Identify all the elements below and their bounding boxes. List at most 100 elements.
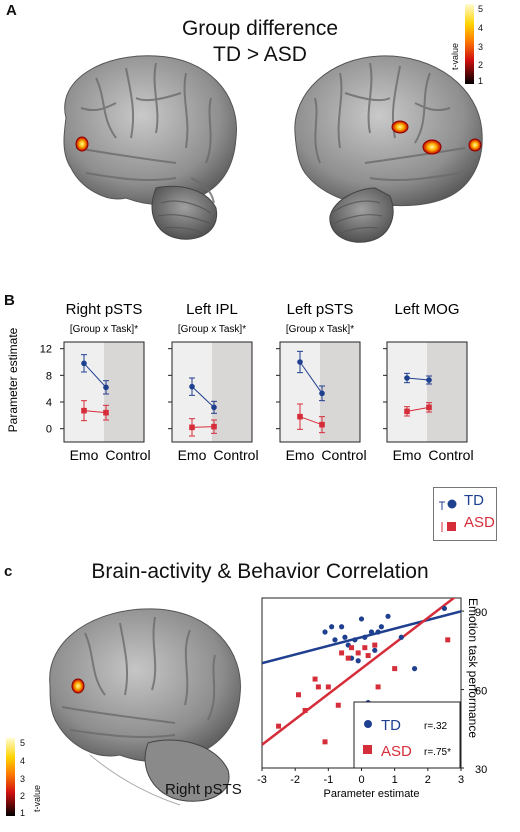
td-scatter-point <box>342 634 348 640</box>
colorbar-a-tick: 3 <box>478 42 484 52</box>
x-tick-label: -1 <box>323 774 333 786</box>
plot-frame <box>386 341 468 443</box>
scatter-legend: TD r=.32 ASD r=.75* <box>353 701 461 769</box>
x-tick-label: 0 <box>358 774 364 786</box>
plot-frame <box>279 341 361 443</box>
x-tick-control: Control <box>321 447 366 463</box>
asd-series-line <box>83 410 107 414</box>
td-series-line <box>299 361 323 394</box>
panel-c-title: Brain-activity & Behavior Correlation <box>91 560 429 583</box>
td-point <box>189 383 195 390</box>
x-tick-label: -3 <box>257 774 267 786</box>
control-background <box>104 342 144 442</box>
x-tick-emo: Emo <box>178 447 207 463</box>
control-background <box>212 342 252 442</box>
chart-annotation: [Group x Task]* <box>286 324 354 335</box>
td-point <box>404 375 410 381</box>
chart-title: Left IPL <box>186 301 238 318</box>
activation-blob <box>75 136 89 152</box>
control-background <box>427 342 467 442</box>
colorbar-c <box>6 738 15 816</box>
td-scatter-point <box>372 647 378 653</box>
td-scatter-point <box>411 666 418 672</box>
asd-legend-marker <box>363 745 372 754</box>
colorbar-a-label: t-value <box>450 42 460 70</box>
y-tick-label: 90 <box>475 607 487 619</box>
x-tick-emo: Emo <box>286 447 315 463</box>
panel-a-title-line1: Group difference <box>181 17 339 40</box>
td-scatter-point <box>375 629 381 635</box>
asd-point <box>81 407 87 414</box>
td-scatter-point <box>362 634 368 640</box>
asd-scatter-point <box>295 692 301 698</box>
asd-scatter-point <box>445 637 451 643</box>
panel-c-letter: c <box>4 563 13 580</box>
legend-td-label: TD <box>464 492 484 509</box>
emo-background <box>387 342 427 442</box>
colorbar-a-tick: 5 <box>478 4 484 14</box>
td-regression-line <box>262 610 461 665</box>
brain-right-pSTS-image <box>49 608 241 806</box>
asd-scatter-point <box>349 645 355 651</box>
scatter-legend-r: r=.32 <box>424 721 448 732</box>
colorbar-c-label: t-value <box>32 784 42 812</box>
chart-title: Left pSTS <box>287 301 354 318</box>
td-point <box>211 404 217 411</box>
y-axis-label: Emotion task performance <box>466 598 480 738</box>
td-scatter-point <box>368 629 375 635</box>
asd-scatter-point <box>355 650 361 656</box>
td-scatter-point <box>332 637 338 643</box>
asd-scatter-point <box>375 684 381 690</box>
y-tick-label: 30 <box>475 764 487 776</box>
colorbar-a-tick: 2 <box>478 60 484 70</box>
asd-regression-line <box>262 598 456 746</box>
td-series-line <box>406 377 430 381</box>
x-tick-label: 1 <box>392 774 398 786</box>
td-scatter-point <box>322 629 328 635</box>
asd-series-line <box>406 406 430 412</box>
scatter-legend-label: TD <box>381 717 401 734</box>
x-tick-control: Control <box>213 447 258 463</box>
td-legend-marker <box>447 499 457 509</box>
y-tick-label: 0 <box>46 424 52 436</box>
td-scatter-point <box>358 616 365 622</box>
colorbar-a-tick: 4 <box>478 23 484 33</box>
asd-scatter-point <box>302 707 308 713</box>
td-scatter-point <box>378 624 384 630</box>
td-point <box>103 384 109 391</box>
activation-blob <box>468 138 482 152</box>
line-chart-3: Left MOG Emo Control <box>383 301 474 463</box>
td-series-line <box>83 362 107 388</box>
td-legend-marker <box>364 720 372 728</box>
chart-annotation: [Group x Task]* <box>70 324 138 335</box>
plot-frame <box>63 341 145 443</box>
asd-point <box>319 421 325 428</box>
td-scatter-point <box>398 634 404 640</box>
x-tick-emo: Emo <box>70 447 99 463</box>
asd-point <box>103 409 109 416</box>
asd-scatter-point <box>315 684 321 690</box>
y-tick-label: 8 <box>46 370 52 382</box>
td-series-line <box>191 386 215 408</box>
asd-point <box>297 413 303 420</box>
asd-scatter-point <box>345 655 351 661</box>
td-scatter-point <box>352 637 358 643</box>
brain-left-lateral-image <box>294 55 483 243</box>
asd-legend-marker <box>447 522 456 531</box>
plot-frame <box>171 341 253 443</box>
x-tick-emo: Emo <box>393 447 422 463</box>
y-tick-label: 4 <box>46 397 52 409</box>
legend-markers <box>439 499 457 532</box>
brain-right-lateral-image <box>63 55 237 240</box>
colorbar-a-tick: 1 <box>478 76 484 86</box>
asd-series-line <box>191 426 215 428</box>
legend-asd-label: ASD <box>464 514 495 531</box>
asd-scatter-point <box>339 650 345 656</box>
panel-a-title-line2: TD > ASD <box>213 43 307 66</box>
panel-b-legend: TD ASD <box>433 487 497 541</box>
line-chart-2: Left pSTS [Group x Task]* Emo Control <box>276 301 367 463</box>
td-scatter-point <box>385 613 391 619</box>
region-label-right-pSTS: Right pSTS <box>165 781 242 798</box>
asd-scatter-point <box>365 653 371 659</box>
td-scatter-point <box>355 658 361 664</box>
